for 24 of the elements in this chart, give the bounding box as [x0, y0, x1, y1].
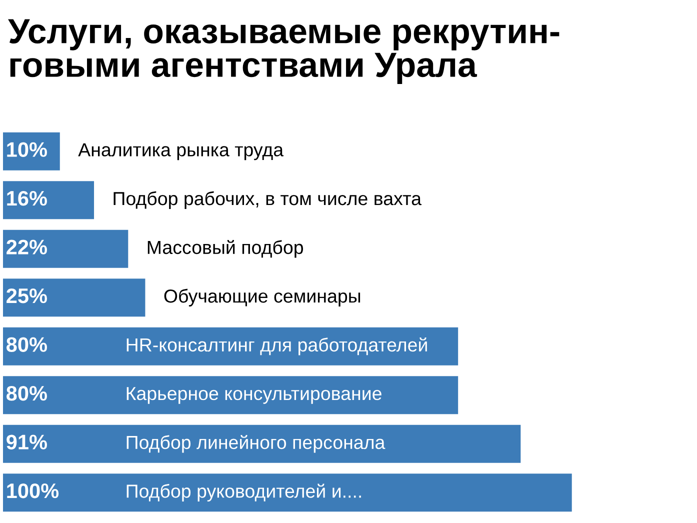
data-label: 22% — [6, 240, 47, 254]
data-label: 80% — [6, 337, 47, 352]
data-label: 91% — [6, 434, 47, 450]
bar — [3, 181, 94, 220]
data-label: 80% — [6, 386, 47, 401]
bar — [3, 230, 128, 268]
bar — [3, 424, 521, 463]
y-tick-label: Аналитика рынка труда — [78, 143, 284, 160]
y-tick-label: Обучающие семинары — [164, 288, 360, 306]
bar — [3, 474, 572, 512]
y-tick-label: Подбор рабочих, в том числе вахта — [114, 191, 422, 209]
bar — [3, 376, 458, 414]
bar — [3, 278, 146, 317]
data-label: 100% — [7, 483, 59, 498]
y-tick-label: Подбор линейного персонала — [126, 434, 386, 453]
y-tick-label: Карьерное консультирование — [126, 387, 382, 404]
chart-title: Услуги, оказываемые рекрутин- говыми агентствами Урала — [8, 19, 560, 84]
y-tick-label: Массовый подбор — [148, 240, 304, 258]
data-label: 10% — [7, 142, 47, 157]
bar — [3, 327, 458, 366]
data-label: 25% — [6, 288, 47, 304]
y-tick-label: Подбор руководителей и.... — [126, 484, 361, 502]
y-tick-label: HR-консалтинг для работодателей — [126, 337, 427, 356]
data-label: 16% — [7, 190, 47, 206]
